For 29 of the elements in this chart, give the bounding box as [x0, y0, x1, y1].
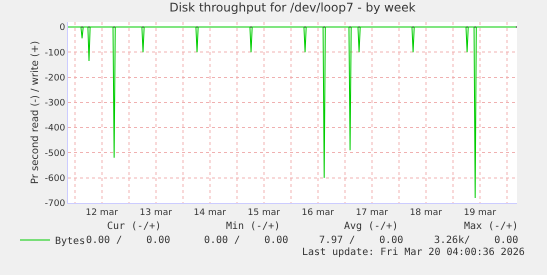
chart-title: Disk throughput for /dev/loop7 - by week	[169, 0, 416, 14]
y-tick-label: -600	[44, 174, 66, 184]
x-tick-label: 18 mar	[410, 208, 442, 218]
x-tick-label: 12 mar	[86, 208, 118, 218]
text: Last update: Fri Mar 20 04:00:36 2026	[302, 247, 525, 258]
y-tick-label: -400	[44, 124, 66, 134]
text: 0.00 / 0.00	[86, 235, 170, 246]
x-tick-label: 16 mar	[302, 208, 334, 218]
text: 0.00 / 0.00	[204, 235, 288, 246]
text: Max (-/+)	[464, 221, 518, 232]
text: 3.26k/ 0.00	[434, 235, 518, 246]
y-tick-label: -300	[44, 98, 66, 109]
y-tick-label: -200	[44, 73, 66, 84]
text: Avg (-/+)	[344, 221, 398, 232]
x-tick-label: 13 mar	[140, 208, 172, 218]
x-tick-label: 17 mar	[356, 208, 388, 218]
legend-label: Bytes	[55, 236, 86, 247]
text: Cur (-/+)	[107, 221, 162, 232]
y-tick-label: -100	[44, 48, 66, 58]
y-tick-label: -700	[44, 199, 66, 210]
x-tick-label: 15 mar	[248, 208, 280, 218]
text: 7.97 / 0.00	[319, 235, 404, 246]
y-tick-label: -500	[44, 148, 66, 159]
x-tick-label: 14 mar	[194, 208, 226, 218]
y-axis-title: Pr second read (-) / write (+)	[30, 40, 41, 184]
y-tick-label: 0	[59, 23, 66, 34]
text: Min (-/+)	[226, 221, 280, 232]
x-tick-label: 19 mar	[464, 208, 496, 218]
line-series	[68, 26, 516, 198]
